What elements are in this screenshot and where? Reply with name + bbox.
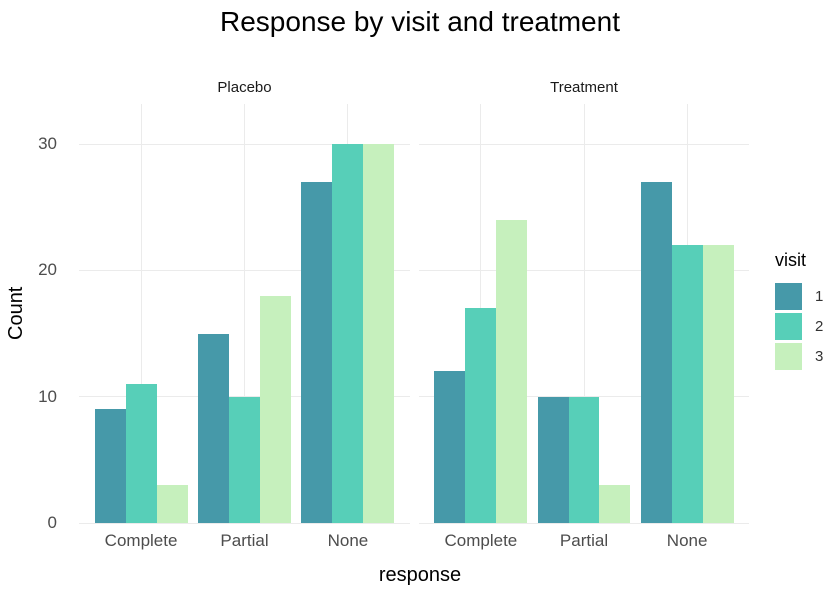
- x-tick-partial: Partial: [220, 531, 269, 550]
- y-tick-20: 20: [38, 260, 57, 280]
- bar-placebo-partial-visit3: [260, 295, 292, 523]
- y-axis-title: Count: [5, 286, 27, 341]
- gridline-y-0: [79, 522, 410, 524]
- gridline-x-partial: [583, 104, 585, 523]
- bar-treatment-none-visit2: [671, 245, 703, 523]
- bar-treatment-complete-visit1: [434, 371, 466, 523]
- bar-treatment-partial-visit3: [599, 485, 631, 523]
- x-tick-none: None: [666, 531, 708, 550]
- legend: visit 1 2 3: [775, 250, 823, 373]
- bar-treatment-partial-visit1: [537, 396, 569, 523]
- y-tick-0: 0: [47, 513, 57, 532]
- x-axis-title: response: [378, 564, 462, 586]
- x-tick-complete: Complete: [444, 531, 518, 550]
- bar-placebo-none-visit3: [363, 144, 395, 523]
- bar-treatment-partial-visit2: [568, 396, 600, 523]
- legend-keys: 1 2 3: [775, 283, 823, 370]
- legend-label-1: 1: [815, 288, 824, 305]
- gridline-x-partial: [244, 104, 245, 523]
- bar-placebo-none-visit2: [332, 144, 364, 523]
- bar-treatment-none-visit3: [702, 245, 734, 523]
- legend-swatch-1: [775, 283, 802, 310]
- legend-item-3: 3: [775, 343, 823, 370]
- facet-label-placebo: Placebo: [217, 79, 272, 96]
- chart-title: Response by visit and treatment: [220, 6, 620, 37]
- legend-item-2: 2: [775, 313, 823, 340]
- bar-placebo-complete-visit2: [125, 384, 157, 523]
- bar-treatment-complete-visit3: [496, 219, 528, 523]
- facet-panel-placebo: Complete Partial None: [79, 104, 410, 550]
- bar-placebo-complete-visit3: [156, 485, 188, 523]
- legend-item-1: 1: [775, 283, 823, 310]
- gridline-y-0: [419, 522, 749, 524]
- legend-swatch-2: [775, 313, 802, 340]
- y-tick-10: 10: [38, 386, 57, 406]
- bar-treatment-complete-visit2: [465, 308, 497, 523]
- y-tick-30: 30: [38, 134, 57, 153]
- legend-swatch-3: [775, 343, 802, 370]
- x-tick-complete: Complete: [104, 531, 178, 550]
- gridline-x-complete: [140, 104, 142, 523]
- facet-panel-treatment: Complete Partial None: [419, 104, 749, 550]
- x-tick-partial: Partial: [559, 531, 609, 550]
- bar-placebo-none-visit1: [301, 181, 333, 523]
- bar-placebo-complete-visit1: [94, 409, 126, 523]
- legend-title: visit: [775, 250, 806, 270]
- bar-placebo-partial-visit2: [228, 396, 261, 523]
- bar-placebo-partial-visit1: [197, 333, 229, 523]
- bar-treatment-none-visit1: [640, 181, 672, 523]
- legend-label-2: 2: [815, 318, 824, 335]
- facet-label-treatment: Treatment: [550, 79, 618, 96]
- legend-label-3: 3: [815, 348, 824, 365]
- x-tick-none: None: [327, 531, 369, 550]
